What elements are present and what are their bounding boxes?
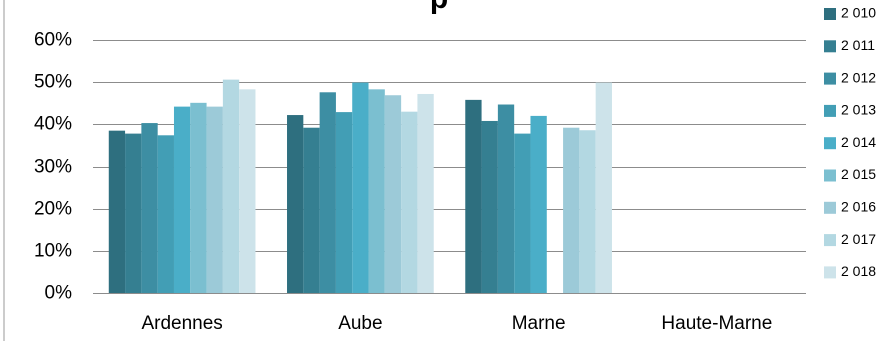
legend-swatch: [824, 234, 836, 247]
y-axis-tick-labels: 0% 10% 20% 30% 40% 50% 60%: [34, 30, 72, 304]
bar: [319, 92, 336, 293]
legend-swatch: [824, 201, 836, 214]
legend-label: 2 015: [841, 166, 876, 182]
legend-label: 2 018: [841, 263, 876, 279]
bar: [125, 133, 142, 293]
bar: [352, 82, 369, 293]
bar: [563, 127, 580, 293]
x-tick-label: Haute-Marne: [661, 313, 772, 334]
legend: 2 010 2 011 2 012 2 013 2 014 2 015 2 016 2 017…: [824, 5, 876, 279]
legend-swatch: [824, 72, 836, 85]
bar: [303, 127, 320, 293]
x-tick-label: Ardennes: [141, 313, 222, 334]
legend-label: 2 011: [841, 37, 875, 53]
bar: [206, 106, 223, 293]
bar: [401, 111, 418, 293]
bar: [384, 95, 402, 293]
legend-swatch: [824, 8, 836, 20]
bars: [108, 79, 612, 294]
legend-swatch: [824, 137, 836, 150]
bar: [481, 120, 498, 294]
y-tick-label: 10%: [34, 241, 72, 262]
y-tick-label: 30%: [34, 157, 72, 178]
bar: [190, 102, 207, 293]
bar: [417, 93, 434, 294]
legend-label: 2 017: [841, 231, 876, 247]
bar: [595, 82, 612, 293]
bar: [497, 104, 515, 293]
bar: [108, 130, 126, 293]
legend-label: 2 016: [841, 199, 876, 215]
bar: [579, 130, 596, 293]
legend-label: 2 013: [841, 102, 876, 118]
bar: [157, 135, 174, 293]
y-tick-label: 60%: [34, 30, 72, 51]
bar: [239, 89, 256, 294]
x-tick-label: Aube: [338, 313, 382, 334]
bar: [335, 112, 353, 293]
y-tick-label: 50%: [34, 72, 72, 93]
bar: [222, 79, 240, 294]
legend-swatch: [824, 40, 836, 53]
bar: [368, 89, 385, 294]
legend-swatch: [824, 169, 836, 182]
x-tick-label: Marne: [512, 313, 566, 334]
bar: [465, 99, 482, 293]
legend-label: 2 012: [841, 69, 876, 85]
bar: [173, 106, 191, 293]
y-tick-label: 40%: [34, 114, 72, 135]
legend-label: 2 014: [841, 134, 876, 150]
chart-title: p: [430, 0, 448, 15]
bar: [530, 115, 547, 294]
y-tick-label: 20%: [34, 199, 72, 220]
y-tick-label: 0%: [45, 283, 73, 304]
bar: [141, 123, 158, 294]
bar: [287, 115, 304, 293]
legend-label: 2 010: [841, 5, 876, 21]
bar: [514, 133, 531, 293]
x-axis-tick-labels: Ardennes Aube Marne Haute-Marne: [141, 313, 772, 334]
legend-swatch: [824, 266, 836, 279]
legend-swatch: [824, 104, 836, 117]
